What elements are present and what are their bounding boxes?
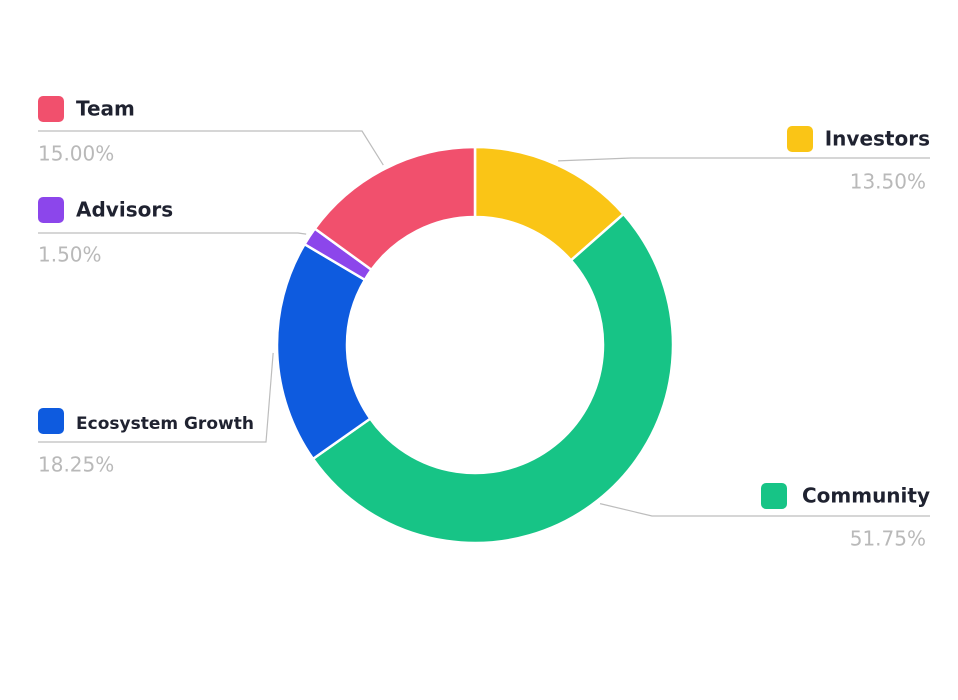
legend-swatch-team xyxy=(38,96,64,122)
legend-swatch-ecosystem-growth xyxy=(38,408,64,434)
data-label-community: Community xyxy=(802,484,930,508)
data-label-advisors: Advisors xyxy=(76,198,173,222)
value-label-ecosystem-growth: 18.25% xyxy=(38,453,114,477)
slice-team[interactable] xyxy=(313,145,477,272)
donut-labels: Investors 13.50% Community 51.75% Ecosystem … xyxy=(38,96,930,551)
legend-swatch-advisors xyxy=(38,197,64,223)
slice-community[interactable] xyxy=(311,212,675,545)
value-label-team: 15.00% xyxy=(38,142,114,166)
data-label-ecosystem-growth: Ecosystem Growth xyxy=(76,414,254,434)
data-label-investors: Investors xyxy=(825,127,930,151)
leader-line-investors xyxy=(558,157,930,162)
legend-swatch-community xyxy=(761,483,787,509)
donut-slices xyxy=(275,145,675,545)
value-label-community: 51.75% xyxy=(850,527,926,551)
leader-line-community xyxy=(599,503,930,517)
legend-swatch-investors xyxy=(787,126,813,152)
value-label-investors: 13.50% xyxy=(850,170,926,194)
data-label-team: Team xyxy=(76,97,135,121)
value-label-advisors: 1.50% xyxy=(38,243,102,267)
leader-line-team xyxy=(38,130,384,166)
leader-line-advisors xyxy=(38,232,307,235)
slice-ecosystem-growth[interactable] xyxy=(275,242,373,461)
leader-line-ecosystem-growth xyxy=(38,352,274,443)
